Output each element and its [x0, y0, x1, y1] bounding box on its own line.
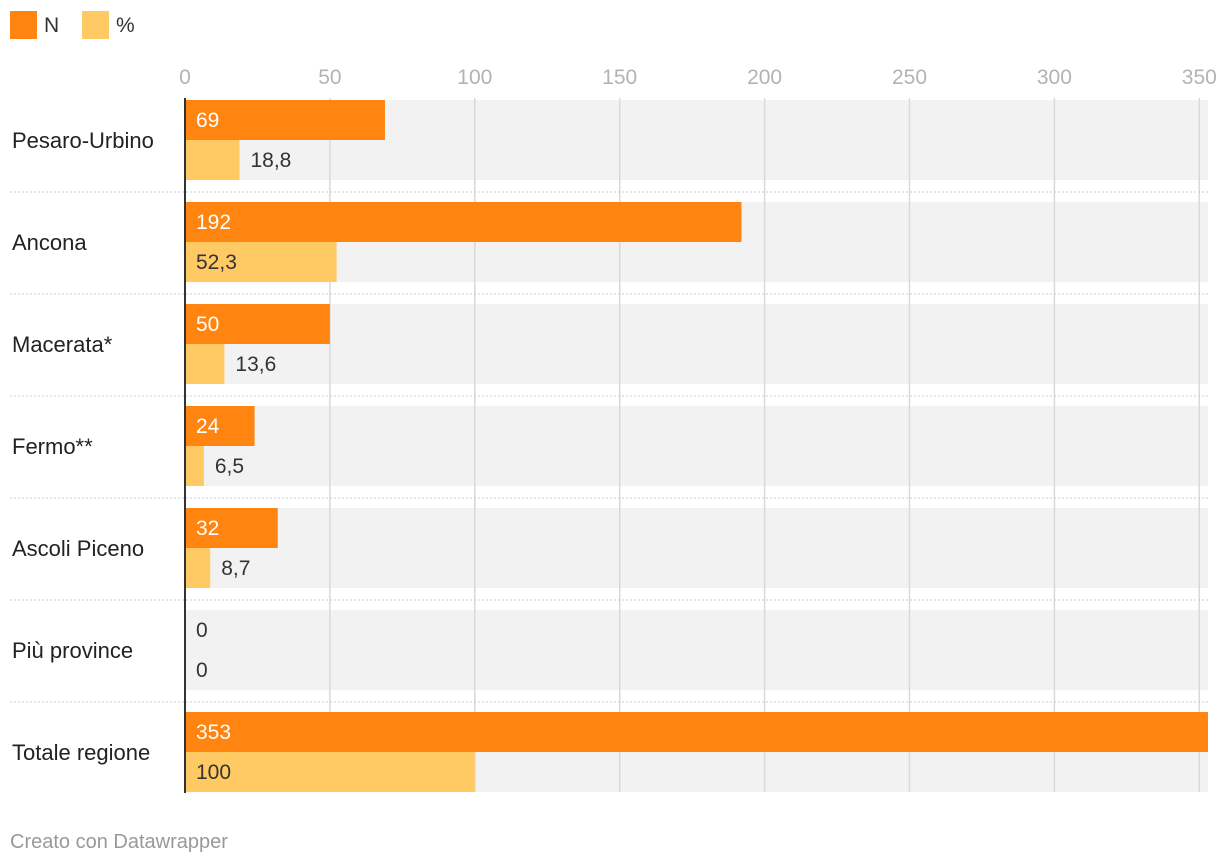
- bar-percent-fermo: [185, 446, 204, 486]
- bar-n-macerata: [185, 304, 330, 344]
- category-label-totale-regione: Totale regione: [12, 740, 150, 765]
- bar-percent-ancona: [185, 242, 337, 282]
- legend-label-n: N: [44, 14, 59, 37]
- value-label-n: 0: [196, 619, 208, 642]
- value-label-percent: 6,5: [215, 455, 244, 478]
- category-label-fermo: Fermo**: [12, 434, 93, 459]
- row-background: [185, 508, 1208, 588]
- x-tick-label: 100: [457, 66, 492, 89]
- bar-n-ascoli-piceno: [185, 508, 278, 548]
- value-labels: 69 192 50 24 32 0 353 18,8 52,3 13,6 6,5 8,7 0 100: [196, 109, 291, 784]
- value-label-n: 353: [196, 721, 231, 744]
- value-label-n: 32: [196, 517, 219, 540]
- bar-percent-pesaro-urbino: [185, 140, 240, 180]
- bar-n-pesaro-urbino: [185, 100, 385, 140]
- category-label-pesaro-urbino: Pesaro-Urbino: [12, 128, 154, 153]
- footer-credit: Creato con Datawrapper: [10, 831, 228, 853]
- bar-n-ancona: [185, 202, 742, 242]
- value-label-percent: 18,8: [250, 149, 291, 172]
- category-label-ancona: Ancona: [12, 230, 87, 255]
- bar-n-totale-regione: [185, 712, 1208, 752]
- value-label-percent: 52,3: [196, 251, 237, 274]
- bars: [185, 100, 1208, 792]
- bar-percent-macerata: [185, 344, 225, 384]
- value-label-n: 50: [196, 313, 219, 336]
- row-backgrounds: [185, 100, 1208, 792]
- row-background: [185, 406, 1208, 486]
- legend: N %: [10, 11, 135, 39]
- legend-swatch-n: [10, 11, 37, 39]
- x-tick-label: 300: [1037, 66, 1072, 89]
- legend-label-percent: %: [116, 14, 135, 37]
- row-background: [185, 304, 1208, 384]
- x-tick-label: 250: [892, 66, 927, 89]
- value-label-n: 69: [196, 109, 219, 132]
- category-label-pi-province: Più province: [12, 638, 133, 663]
- value-label-percent: 13,6: [235, 353, 276, 376]
- value-label-n: 24: [196, 415, 220, 438]
- category-labels: Pesaro-Urbino Ancona Macerata* Fermo** Ascol…: [12, 128, 154, 765]
- x-tick-label: 50: [318, 66, 341, 89]
- bar-percent-ascoli-piceno: [185, 548, 211, 588]
- value-label-percent: 0: [196, 659, 208, 682]
- legend-swatch-percent: [82, 11, 109, 39]
- x-tick-label: 200: [747, 66, 782, 89]
- x-axis-ticks: 0 50 100 150 200 250 300 350: [179, 66, 1217, 89]
- category-label-ascoli-piceno: Ascoli Piceno: [12, 536, 144, 561]
- bar-percent-totale-regione: [185, 752, 475, 792]
- bar-n-fermo: [185, 406, 255, 446]
- value-label-percent: 100: [196, 761, 231, 784]
- value-label-percent: 8,7: [221, 557, 250, 580]
- category-label-macerata: Macerata*: [12, 332, 113, 357]
- row-background: [185, 610, 1208, 690]
- x-tick-label: 350: [1182, 66, 1217, 89]
- value-label-n: 192: [196, 211, 231, 234]
- x-tick-label: 0: [179, 66, 191, 89]
- x-tick-label: 150: [602, 66, 637, 89]
